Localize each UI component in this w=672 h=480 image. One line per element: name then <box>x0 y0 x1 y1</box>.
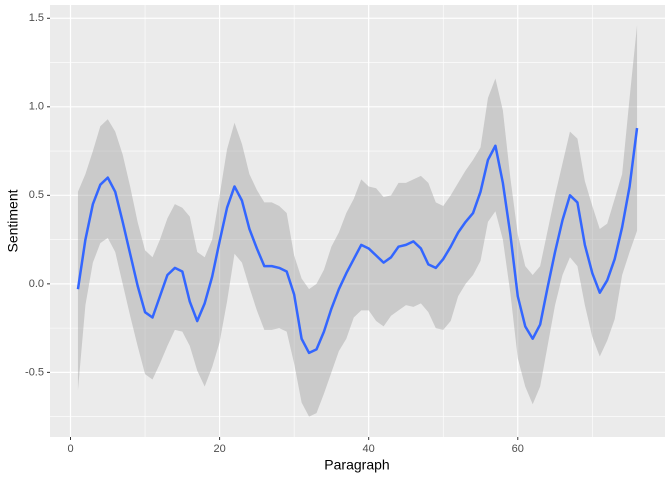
x-axis-title: Paragraph <box>324 457 389 473</box>
x-tick-label: 60 <box>512 443 524 455</box>
x-tick-label: 40 <box>363 443 375 455</box>
x-tick-label: 20 <box>213 443 225 455</box>
y-axis-title: Sentiment <box>5 189 21 252</box>
confidence-band <box>77 25 638 417</box>
x-tick-label: 0 <box>67 443 73 455</box>
y-tick-label: -0.5 <box>25 366 44 378</box>
y-tick-label: 1.5 <box>29 12 44 24</box>
trend-line <box>76 127 639 355</box>
y-tick-label: 0.0 <box>29 278 44 290</box>
y-tick-label: 1.0 <box>29 101 44 113</box>
y-tick-label: 0.5 <box>29 189 44 201</box>
